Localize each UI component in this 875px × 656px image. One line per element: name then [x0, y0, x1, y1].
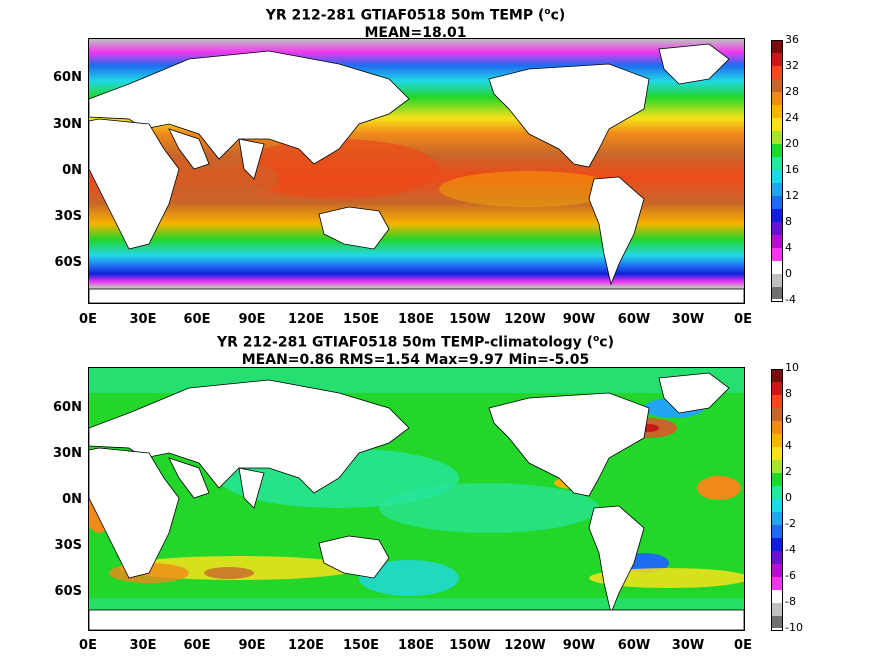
lon-label: 30E	[129, 638, 157, 653]
anomaly-colorbar-label: -4	[785, 543, 796, 556]
anomaly-colorbar-label: 4	[785, 439, 792, 452]
temp-colorbar-label: 24	[785, 111, 799, 124]
lat-label: 0N	[62, 163, 82, 178]
lon-label: 0E	[79, 312, 97, 327]
panel2-title: YR 212-281 GTIAF0518 50m TEMP-climatolog…	[217, 334, 614, 368]
lon-label: 120E	[287, 312, 325, 327]
lon-label: 30W	[671, 638, 705, 653]
lon-label: 60E	[183, 638, 211, 653]
temp-colorbar-label: 32	[785, 59, 799, 72]
lon-label: 30W	[671, 312, 705, 327]
panel1-title: YR 212-281 GTIAF0518 50m TEMP (oc) MEAN=…	[265, 7, 566, 41]
temp-colorbar-label: 20	[785, 137, 799, 150]
lon-label: 30E	[129, 312, 157, 327]
lon-label: 90W	[562, 638, 596, 653]
lat-label: 30N	[53, 446, 82, 461]
lon-label: 0E	[734, 638, 752, 653]
lon-label: 120W	[504, 638, 546, 653]
temp-map	[88, 38, 745, 304]
land-masses	[89, 43, 744, 303]
temp-colorbar-label: 28	[785, 85, 799, 98]
land-masses	[89, 372, 744, 630]
anomaly-colorbar-label: -10	[785, 621, 803, 634]
temp-colorbar-label: 12	[785, 189, 799, 202]
anomaly-colorbar-label: 6	[785, 413, 792, 426]
lon-label: 180E	[397, 638, 435, 653]
lat-label: 0N	[62, 492, 82, 507]
lon-label: 90E	[238, 638, 266, 653]
anomaly-colorbar-label: 8	[785, 387, 792, 400]
lat-label: 60N	[53, 70, 82, 85]
temp-colorbar-label: 4	[785, 241, 792, 254]
lat-label: 30S	[54, 209, 82, 224]
lat-label: 60N	[53, 400, 82, 415]
temp-colorbar-label: 8	[785, 215, 792, 228]
lat-label: 30S	[54, 538, 82, 553]
lon-label: 0E	[79, 638, 97, 653]
lat-label: 30N	[53, 117, 82, 132]
anomaly-colorbar-label: -8	[785, 595, 796, 608]
lon-label: 60W	[617, 312, 651, 327]
lon-label: 90W	[562, 312, 596, 327]
lon-label: 180E	[397, 312, 435, 327]
lon-label: 150E	[342, 638, 380, 653]
anomaly-colorbar-label: -2	[785, 517, 796, 530]
lon-label: 0E	[734, 312, 752, 327]
lon-label: 150W	[449, 312, 491, 327]
lon-label: 90E	[238, 312, 266, 327]
lon-label: 120W	[504, 312, 546, 327]
anomaly-colorbar	[771, 369, 783, 631]
lon-label: 150E	[342, 312, 380, 327]
anomaly-colorbar-label: 10	[785, 361, 799, 374]
lat-label: 60S	[54, 255, 82, 270]
anomaly-colorbar-label: 2	[785, 465, 792, 478]
lat-label: 60S	[54, 584, 82, 599]
temp-colorbar	[771, 40, 783, 302]
lon-label: 60W	[617, 638, 651, 653]
temp-colorbar-label: -4	[785, 293, 796, 306]
temp-colorbar-label: 0	[785, 267, 792, 280]
lon-label: 60E	[183, 312, 211, 327]
temp-colorbar-label: 36	[785, 33, 799, 46]
anomaly-colorbar-label: -6	[785, 569, 796, 582]
lon-label: 120E	[287, 638, 325, 653]
lon-label: 150W	[449, 638, 491, 653]
anomaly-colorbar-label: 0	[785, 491, 792, 504]
temp-anomaly-map	[88, 367, 745, 631]
temp-colorbar-label: 16	[785, 163, 799, 176]
